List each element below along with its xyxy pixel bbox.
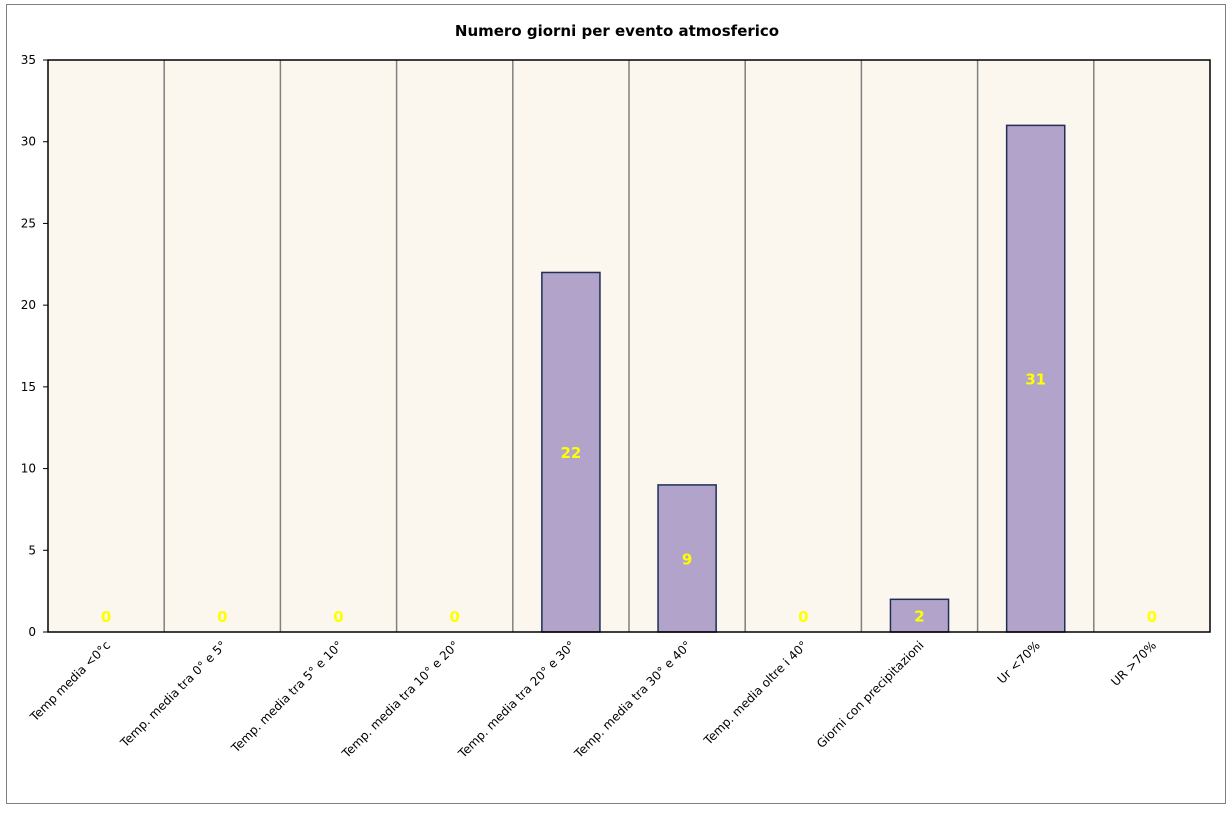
data-labels: 0 0 0 0 22 9 0 2 31 0 [101,371,1157,626]
y-tick-label: 25 [21,216,36,230]
data-label: 0 [449,608,459,626]
data-label: 9 [682,550,692,568]
data-label: 22 [560,444,581,462]
y-tick-label: 0 [28,625,36,639]
data-label: 0 [333,608,343,626]
data-label: 0 [1147,608,1157,626]
chart-title: Numero giorni per evento atmosferico [455,22,779,40]
y-tick-label: 10 [21,462,36,476]
y-tick-label: 35 [21,53,36,67]
bar [541,271,601,633]
data-label: 0 [798,608,808,626]
y-tick-label: 30 [21,135,36,149]
grid-lines [163,60,1095,632]
chart-frame [6,4,1226,804]
y-tick-label: 15 [21,380,36,394]
bar [889,598,950,633]
y-axis-ticks: 0 5 10 15 20 25 30 35 [21,53,48,639]
data-label: 2 [914,608,924,626]
y-tick-label: 20 [21,298,36,312]
plot-border [47,59,1211,633]
y-tick-label: 5 [28,543,36,557]
bars [541,124,1066,633]
bar [657,484,717,633]
data-label: 31 [1025,371,1046,389]
data-label: 0 [101,608,111,626]
data-label: 0 [217,608,227,626]
